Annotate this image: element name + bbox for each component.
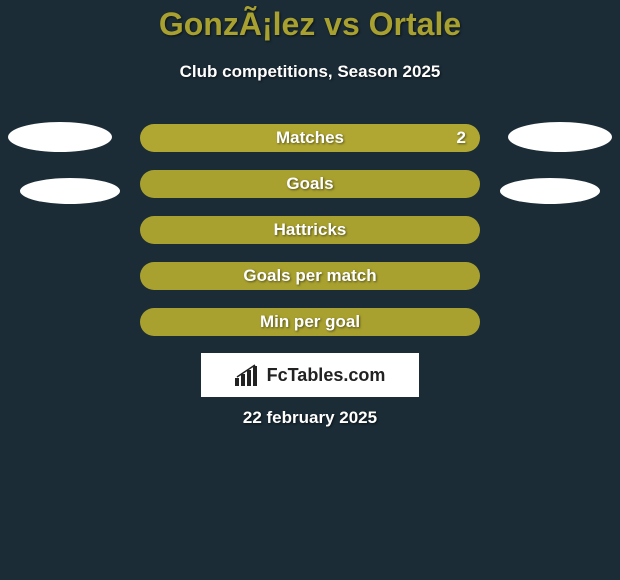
comparison-title: GonzÃ¡lez vs Ortale: [0, 6, 620, 43]
stat-label: Goals per match: [243, 266, 376, 286]
source-logo-text: FcTables.com: [267, 365, 386, 386]
stat-row-hattricks: Hattricks: [140, 216, 480, 244]
bar-chart-icon: [235, 364, 259, 386]
stat-right-value: 2: [457, 128, 466, 148]
player-left-ellipse-2: [20, 178, 120, 204]
stat-label: Matches: [276, 128, 344, 148]
stat-row-goals: Goals: [140, 170, 480, 198]
infographic-date: 22 february 2025: [0, 408, 620, 428]
stat-row-matches: Matches 2: [140, 124, 480, 152]
player-right-ellipse-2: [500, 178, 600, 204]
source-logo-box: FcTables.com: [201, 353, 419, 397]
stat-label: Hattricks: [274, 220, 347, 240]
stat-label: Goals: [286, 174, 333, 194]
stat-row-min-per-goal: Min per goal: [140, 308, 480, 336]
comparison-subtitle: Club competitions, Season 2025: [0, 62, 620, 82]
stat-label: Min per goal: [260, 312, 360, 332]
player-left-ellipse-1: [8, 122, 112, 152]
stat-row-goals-per-match: Goals per match: [140, 262, 480, 290]
player-right-ellipse-1: [508, 122, 612, 152]
infographic-canvas: GonzÃ¡lez vs Ortale Club competitions, S…: [0, 0, 620, 580]
